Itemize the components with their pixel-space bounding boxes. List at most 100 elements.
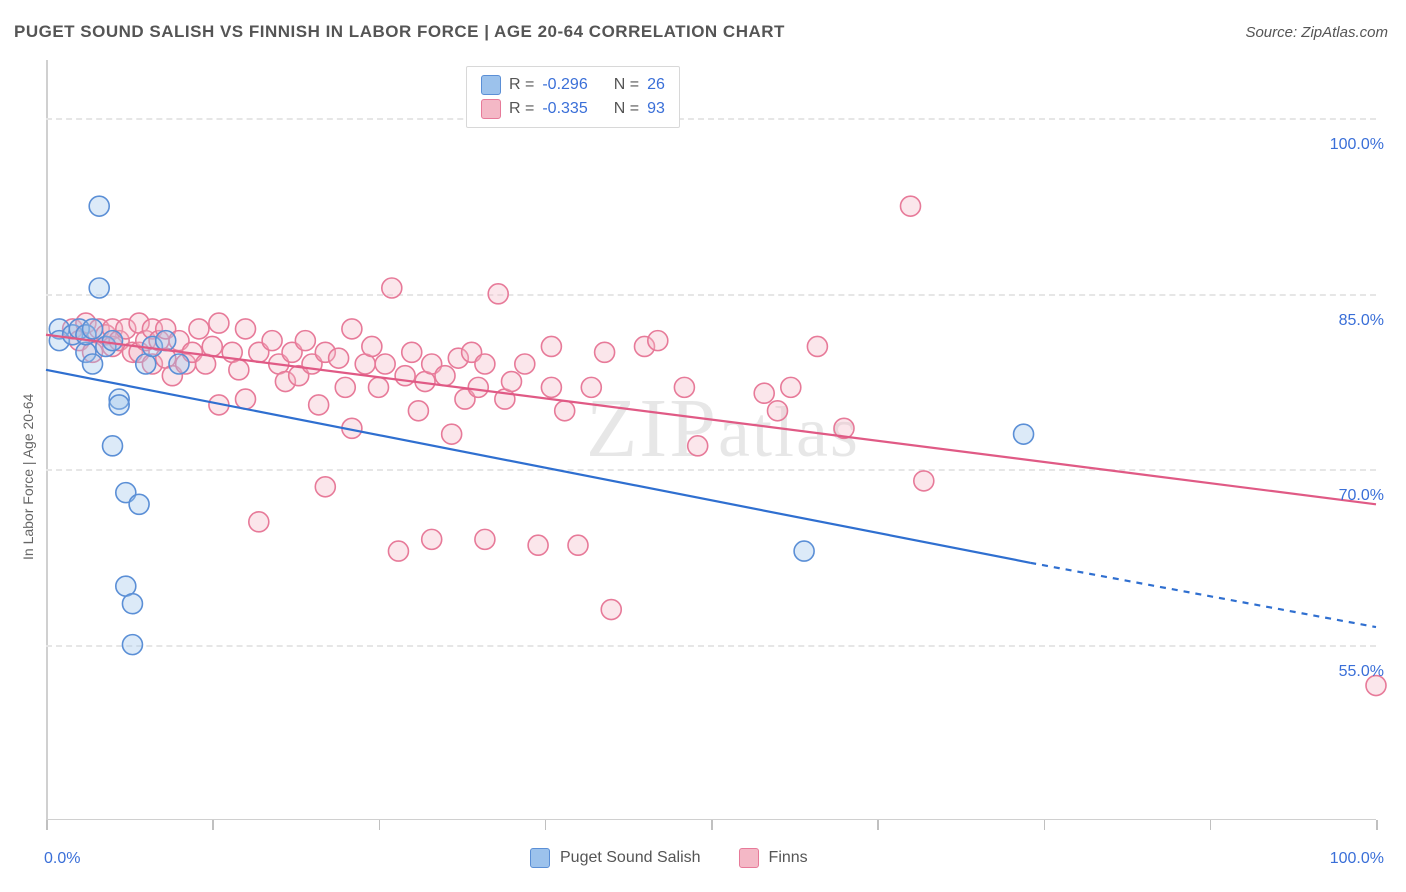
- data-point: [754, 383, 774, 403]
- data-point: [375, 354, 395, 374]
- data-point: [781, 377, 801, 397]
- data-point: [249, 512, 269, 532]
- r-value: -0.335: [542, 100, 587, 118]
- correlation-legend: R = -0.296 N = 26 R = -0.335 N = 93: [466, 66, 680, 128]
- y-tick-label: 70.0%: [1339, 487, 1384, 505]
- data-point: [408, 401, 428, 421]
- data-point: [109, 395, 129, 415]
- data-point: [768, 401, 788, 421]
- data-point: [568, 535, 588, 555]
- x-min-label: 0.0%: [44, 850, 80, 868]
- data-point: [581, 377, 601, 397]
- data-point: [295, 331, 315, 351]
- data-point: [236, 389, 256, 409]
- data-point: [595, 342, 615, 362]
- data-point: [475, 354, 495, 374]
- r-label: R =: [509, 100, 534, 118]
- swatch-finns-icon: [481, 99, 501, 119]
- data-point: [442, 424, 462, 444]
- data-point: [502, 372, 522, 392]
- data-point: [362, 336, 382, 356]
- chart-svg: [46, 60, 1376, 820]
- data-point: [89, 196, 109, 216]
- y-axis-label: In Labor Force | Age 20-64: [20, 394, 36, 560]
- swatch-salish-icon: [481, 75, 501, 95]
- data-point: [435, 366, 455, 386]
- n-label: N =: [614, 76, 639, 94]
- n-value: 93: [647, 100, 665, 118]
- x-tick: [1044, 820, 1046, 830]
- x-tick: [46, 820, 48, 830]
- data-point: [402, 342, 422, 362]
- data-point: [901, 196, 921, 216]
- data-point: [103, 436, 123, 456]
- data-point: [541, 336, 561, 356]
- chart-title: PUGET SOUND SALISH VS FINNISH IN LABOR F…: [14, 22, 785, 42]
- data-point: [202, 336, 222, 356]
- data-point: [209, 313, 229, 333]
- data-point: [156, 331, 176, 351]
- plot-area: ZIPatlas R = -0.296 N = 26 R = -0.335 N …: [46, 60, 1376, 820]
- data-point: [103, 331, 123, 351]
- x-tick: [1210, 820, 1212, 830]
- data-point: [342, 319, 362, 339]
- x-tick: [379, 820, 381, 830]
- data-point: [369, 377, 389, 397]
- series-legend: Puget Sound Salish Finns: [530, 848, 808, 868]
- data-point: [395, 366, 415, 386]
- data-point: [309, 395, 329, 415]
- data-point: [236, 319, 256, 339]
- source-label: Source: ZipAtlas.com: [1245, 24, 1388, 41]
- legend-row-salish: R = -0.296 N = 26: [481, 73, 665, 97]
- data-point: [1014, 424, 1034, 444]
- data-point: [528, 535, 548, 555]
- data-point: [555, 401, 575, 421]
- swatch-salish-icon: [530, 848, 550, 868]
- data-point: [229, 360, 249, 380]
- n-value: 26: [647, 76, 665, 94]
- x-max-label: 100.0%: [1330, 850, 1384, 868]
- data-point: [488, 284, 508, 304]
- x-tick: [711, 820, 713, 830]
- y-tick-label: 55.0%: [1339, 663, 1384, 681]
- data-point: [515, 354, 535, 374]
- data-point: [129, 494, 149, 514]
- data-point: [601, 600, 621, 620]
- data-point: [335, 377, 355, 397]
- data-point: [262, 331, 282, 351]
- data-point: [169, 354, 189, 374]
- r-value: -0.296: [542, 76, 587, 94]
- data-point: [475, 529, 495, 549]
- x-tick: [212, 820, 214, 830]
- n-label: N =: [614, 100, 639, 118]
- legend-label-finns: Finns: [769, 849, 808, 867]
- data-point: [122, 635, 142, 655]
- r-label: R =: [509, 76, 534, 94]
- data-point: [807, 336, 827, 356]
- data-point: [329, 348, 349, 368]
- data-point: [388, 541, 408, 561]
- data-point: [541, 377, 561, 397]
- data-point: [422, 529, 442, 549]
- regression-line: [46, 370, 1030, 563]
- data-point: [89, 278, 109, 298]
- data-point: [688, 436, 708, 456]
- legend-label-salish: Puget Sound Salish: [560, 849, 701, 867]
- data-point: [468, 377, 488, 397]
- x-tick: [1376, 820, 1378, 830]
- y-tick-label: 85.0%: [1339, 312, 1384, 330]
- data-point: [83, 319, 103, 339]
- data-point: [122, 594, 142, 614]
- data-point: [794, 541, 814, 561]
- swatch-finns-icon: [739, 848, 759, 868]
- data-point: [83, 354, 103, 374]
- y-tick-label: 100.0%: [1330, 136, 1384, 154]
- regression-line: [46, 335, 1376, 505]
- data-point: [189, 319, 209, 339]
- data-point: [315, 477, 335, 497]
- data-point: [648, 331, 668, 351]
- x-tick: [877, 820, 879, 830]
- legend-row-finns: R = -0.335 N = 93: [481, 97, 665, 121]
- data-point: [674, 377, 694, 397]
- regression-line-extrapolated: [1030, 563, 1376, 627]
